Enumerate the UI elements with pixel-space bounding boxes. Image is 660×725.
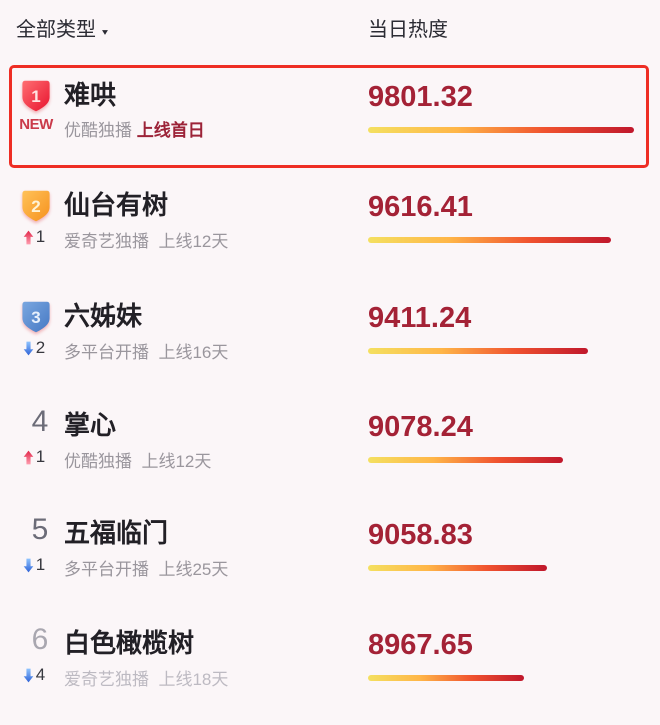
svg-text:1: 1 [31, 87, 40, 106]
svg-text:3: 3 [31, 308, 40, 327]
svg-text:2: 2 [31, 197, 40, 216]
